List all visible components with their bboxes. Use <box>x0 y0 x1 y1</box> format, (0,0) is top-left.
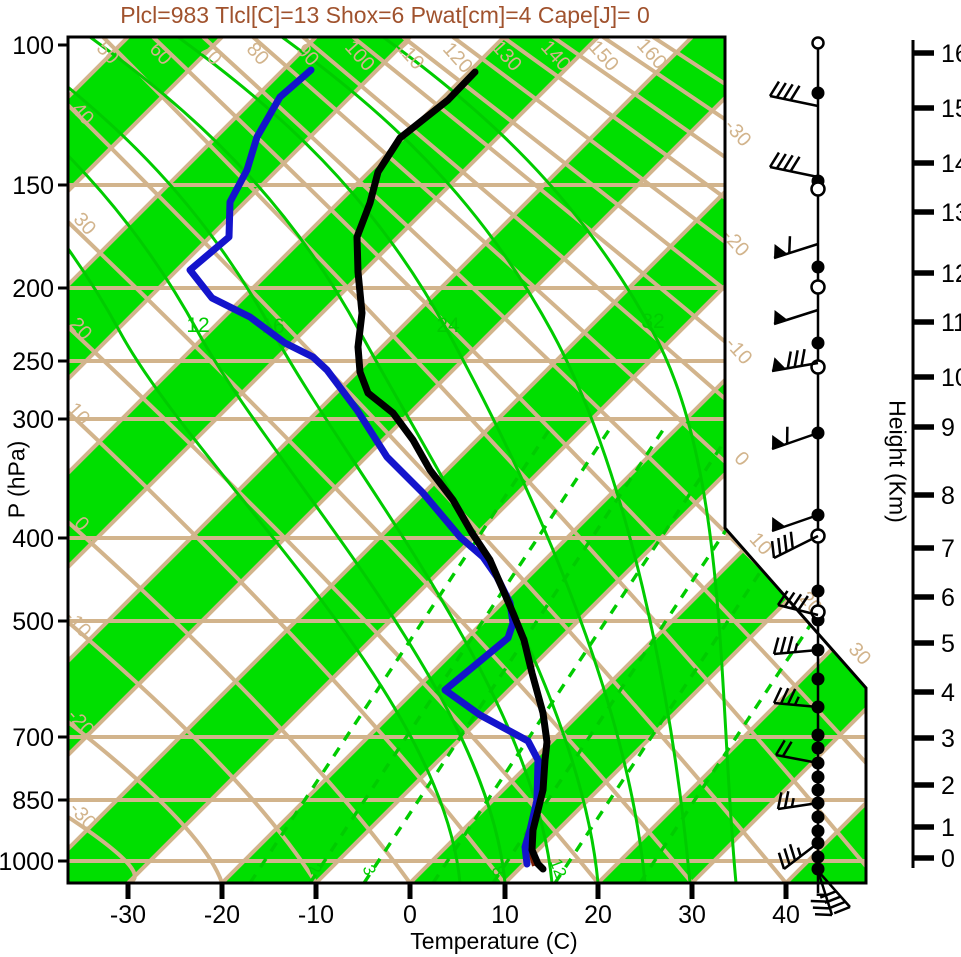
level-dot <box>811 86 825 100</box>
svg-text:250: 250 <box>12 348 54 376</box>
svg-text:850: 850 <box>12 787 54 815</box>
svg-text:8: 8 <box>941 482 955 510</box>
staff-top-circle <box>811 36 825 50</box>
level-dot <box>811 672 825 686</box>
level-dot <box>811 741 825 755</box>
level-dot <box>811 862 825 876</box>
svg-text:40: 40 <box>772 901 800 929</box>
svg-text:0: 0 <box>403 901 417 929</box>
level-dot <box>811 770 825 784</box>
svg-text:300: 300 <box>12 406 54 434</box>
level-dot <box>811 824 825 838</box>
wind-barb <box>772 687 819 709</box>
svg-text:30: 30 <box>844 638 875 669</box>
svg-text:200: 200 <box>12 275 54 303</box>
temperature-curve <box>353 68 551 873</box>
svg-text:6: 6 <box>941 584 955 612</box>
level-dot <box>811 783 825 797</box>
svg-text:14: 14 <box>941 150 961 178</box>
svg-text:10: 10 <box>941 364 961 392</box>
wind-barb-column <box>768 36 851 917</box>
left-axis-title: P (hPa) <box>3 440 30 519</box>
svg-text:24: 24 <box>436 314 460 337</box>
svg-text:-20: -20 <box>204 901 240 929</box>
svg-text:700: 700 <box>12 724 54 752</box>
svg-text:2: 2 <box>941 772 955 800</box>
svg-text:9: 9 <box>941 414 955 442</box>
wind-barb <box>773 308 819 326</box>
sounding-curves <box>186 66 551 873</box>
svg-text:500: 500 <box>12 608 54 636</box>
svg-text:-10: -10 <box>298 901 334 929</box>
level-circle <box>810 279 826 295</box>
svg-text:-30: -30 <box>110 901 146 929</box>
svg-text:7: 7 <box>941 535 955 563</box>
wind-barb <box>777 842 819 870</box>
svg-text:30: 30 <box>69 208 100 239</box>
wind-barb <box>771 348 819 373</box>
wind-barb <box>817 870 851 915</box>
level-dot <box>811 260 825 274</box>
green-isolines <box>68 37 866 883</box>
svg-text:80: 80 <box>242 38 273 69</box>
pressure-axis: 100 150 200 250 300 400 500 700 850 1000 <box>0 32 68 876</box>
x-axis-title: Temperature (C) <box>410 928 578 954</box>
level-circle <box>810 359 826 375</box>
svg-text:11: 11 <box>941 309 961 337</box>
svg-text:5: 5 <box>941 630 955 658</box>
svg-text:30: 30 <box>678 901 706 929</box>
svg-text:12: 12 <box>941 260 961 288</box>
level-dot <box>811 336 825 350</box>
svg-text:13: 13 <box>941 199 961 227</box>
plot-outline <box>66 35 868 885</box>
wind-barb <box>771 513 819 533</box>
height-axis: 012345678910111213141516 <box>911 40 961 873</box>
svg-text:12: 12 <box>186 314 209 337</box>
level-dot <box>811 810 825 824</box>
wind-barb <box>773 236 819 260</box>
wind-barb <box>774 739 819 765</box>
dewpoint-curve <box>186 66 542 868</box>
wind-barb <box>776 791 819 811</box>
svg-text:100: 100 <box>12 32 54 60</box>
level-dot <box>811 728 825 742</box>
svg-text:16: 16 <box>941 40 961 68</box>
svg-text:1: 1 <box>941 814 955 842</box>
wind-barb <box>776 590 819 617</box>
wind-barb <box>768 151 819 179</box>
svg-text:3: 3 <box>941 725 955 753</box>
svg-text:400: 400 <box>12 525 54 553</box>
wind-barb <box>772 635 819 656</box>
svg-text:10: 10 <box>491 901 519 929</box>
svg-text:0: 0 <box>941 845 955 873</box>
svg-text:15: 15 <box>941 95 961 123</box>
temperature-axis: -30 -20 -10 0 10 20 30 40 <box>110 884 800 929</box>
wind-barb <box>768 80 819 108</box>
right-axis-title: Height (Km) <box>884 400 911 523</box>
chart-title: Plcl=983 Tlcl[C]=13 Shox=6 Pwat[cm]=4 Ca… <box>120 2 650 28</box>
wind-barb <box>770 531 819 560</box>
level-circle <box>810 181 826 197</box>
svg-text:0: 0 <box>730 447 754 470</box>
wind-barb <box>771 426 819 451</box>
svg-text:150: 150 <box>12 172 54 200</box>
wind-barb <box>810 870 834 917</box>
level-dot <box>811 850 825 864</box>
svg-text:20: 20 <box>584 901 612 929</box>
svg-text:1000: 1000 <box>0 848 54 876</box>
level-dot <box>811 584 825 598</box>
svg-text:32: 32 <box>641 310 664 333</box>
svg-text:4: 4 <box>941 679 955 707</box>
level-circle <box>810 604 826 620</box>
